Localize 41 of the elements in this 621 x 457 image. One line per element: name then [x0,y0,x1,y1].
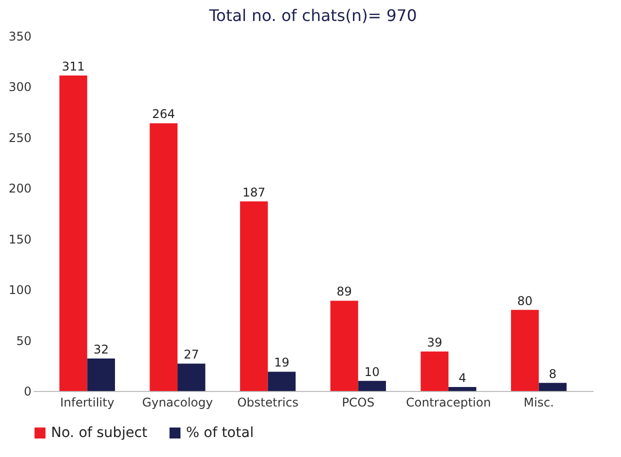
x-tick-label: Gynacology [142,396,213,410]
bar [511,310,539,391]
x-tick-label: Obstetrics [237,396,298,410]
bar [268,372,296,391]
y-tick-label: 300 [8,80,32,94]
data-label: 19 [274,356,290,370]
x-tick-label: PCOS [342,396,375,410]
x-tick-label: Infertility [60,396,114,410]
y-tick-label: 250 [8,130,32,145]
x-tick-label: Contraception [406,396,491,410]
data-label: 264 [152,107,176,122]
y-tick-label: 150 [8,232,32,246]
data-label: 32 [93,342,109,357]
bar [59,76,88,391]
bar [358,380,386,391]
bar [330,300,358,391]
data-label: 89 [336,284,352,299]
data-label: 311 [62,60,85,74]
data-label: 187 [242,185,266,200]
data-label: 8 [548,366,557,381]
x-tick-label: Misc. [524,396,554,410]
data-label: 4 [458,370,466,385]
y-tick-label: 200 [8,182,32,196]
bar [448,386,476,391]
y-tick-label: 100 [8,283,32,298]
bar [178,364,206,391]
bar [150,123,178,391]
data-label: 39 [426,335,442,350]
legend-label: No. of subject [51,425,148,441]
y-tick-label: 0 [24,384,32,398]
legend-label: % of total [186,425,254,441]
bar [538,382,567,391]
data-label: 10 [364,364,380,379]
y-tick-label: 350 [8,30,32,44]
data-label: 80 [517,294,533,308]
bar [240,201,268,391]
bar [420,351,448,391]
data-label: 27 [184,348,200,362]
chart-title: Total no. of chats(n)= 970 [208,6,417,25]
y-tick-label: 50 [16,334,32,348]
bar [87,358,115,391]
